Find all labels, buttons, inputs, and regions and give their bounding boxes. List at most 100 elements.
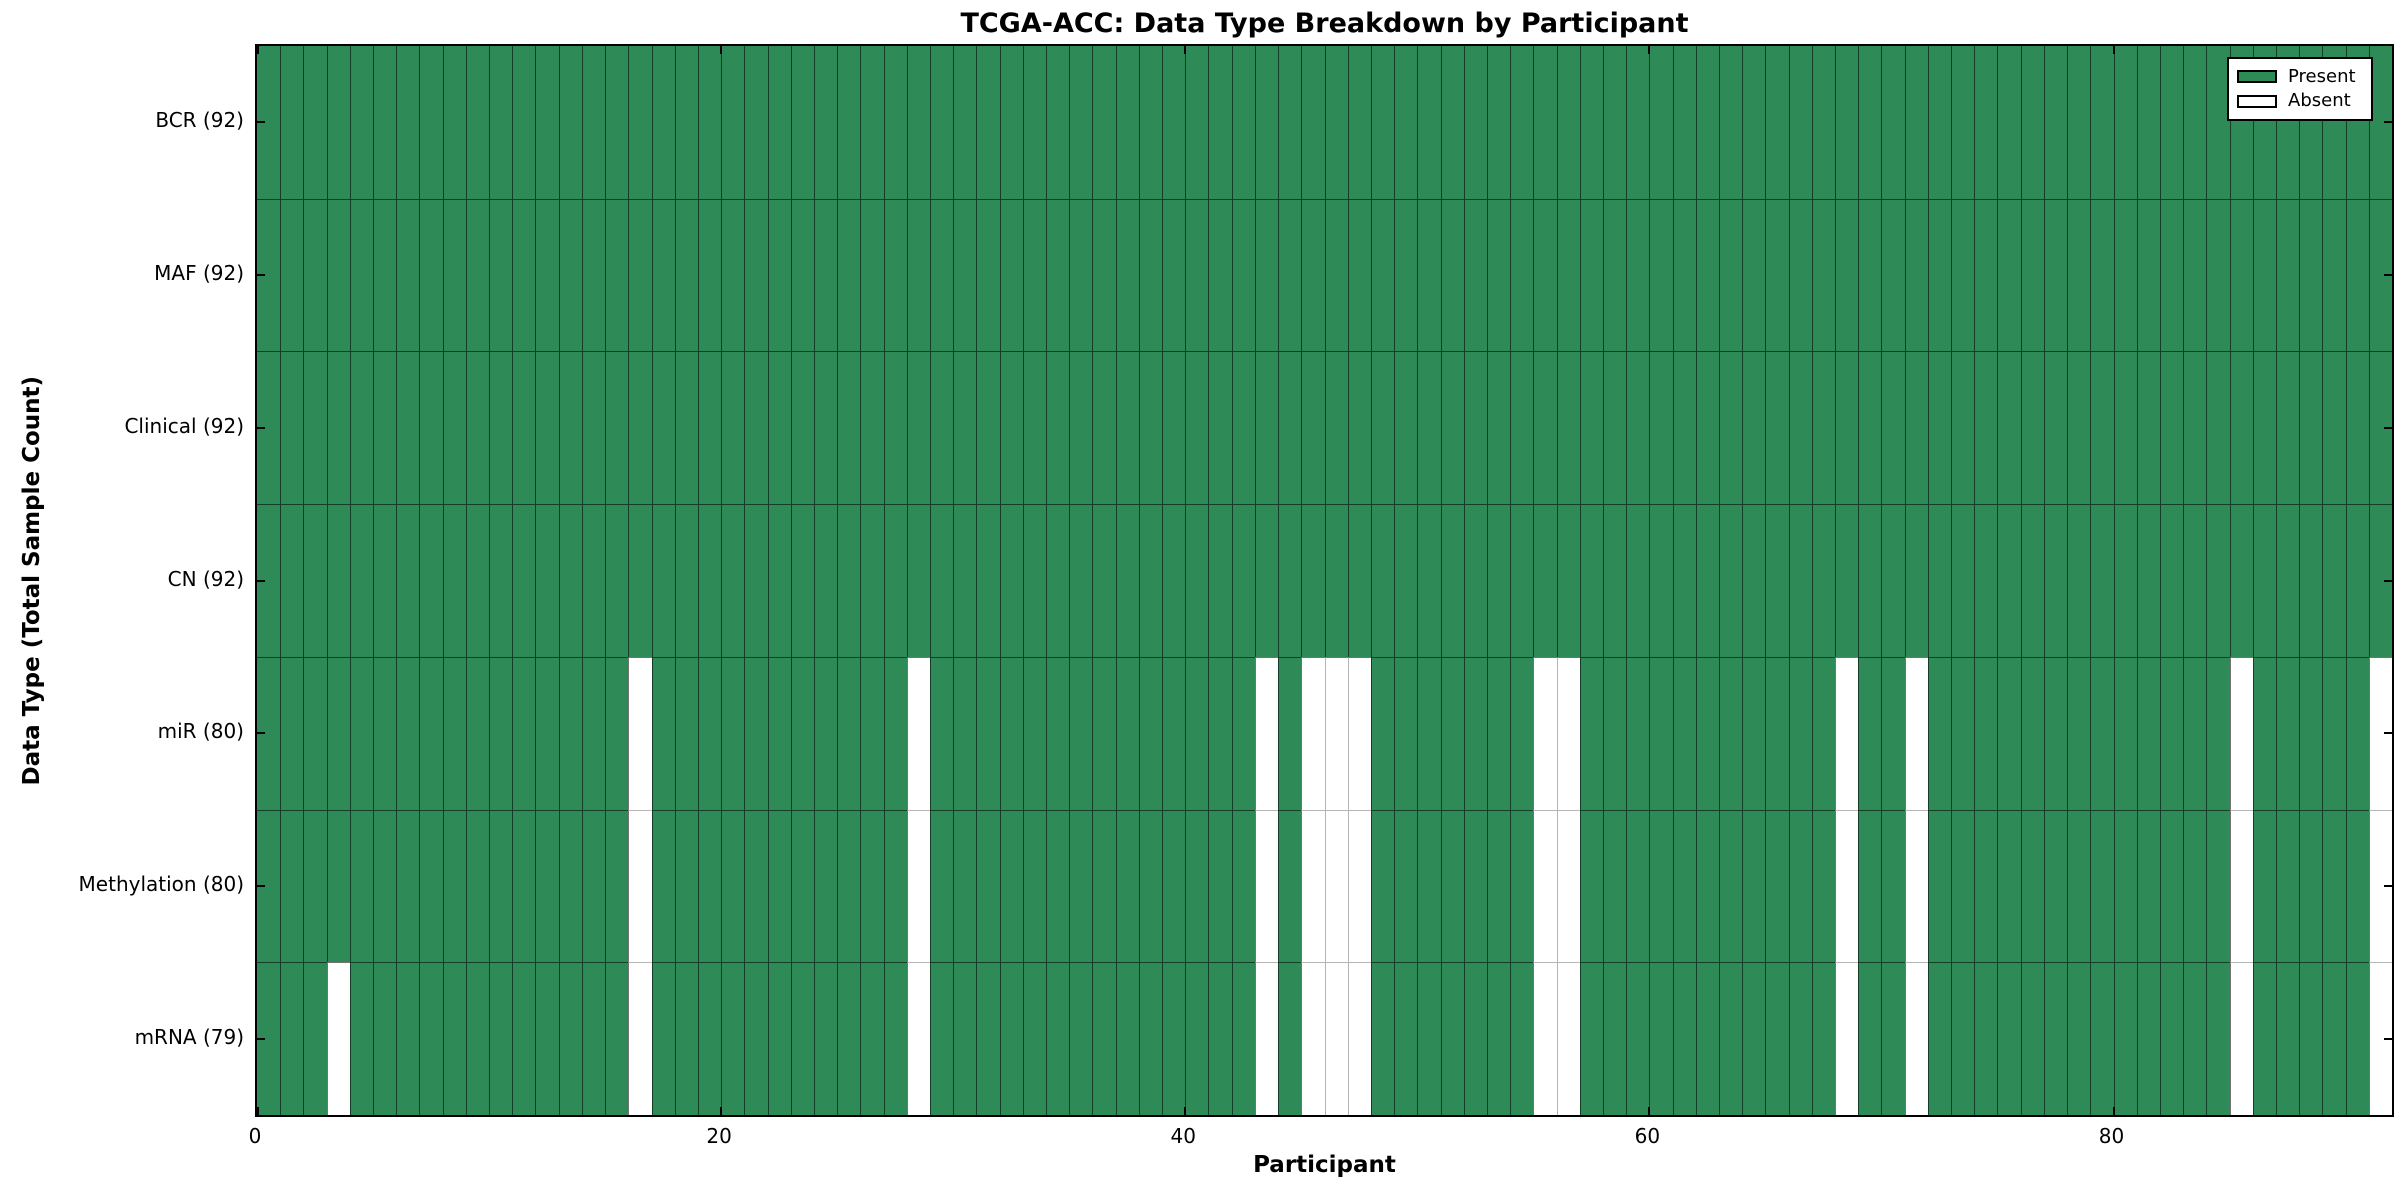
- cell-Clinical-p38-present: [1138, 351, 1163, 505]
- cell-mRNA-p71-absent: [1904, 962, 1928, 1115]
- cell-Methylation-p43-absent: [1254, 809, 1279, 963]
- cell-mRNA-p88-present: [2299, 962, 2323, 1115]
- cell-miR-p84-present: [2206, 656, 2230, 810]
- cell-mRNA-p47-absent: [1347, 962, 1371, 1115]
- cell-BCR-p84-present: [2206, 46, 2230, 199]
- cell-MAF-p4-present: [349, 198, 374, 352]
- cell-Methylation-p73-present: [1951, 809, 1975, 963]
- cell-BCR-p80-present: [2113, 46, 2137, 199]
- cell-CN-p18-present: [674, 504, 698, 657]
- cell-miR-p30-present: [953, 656, 977, 810]
- cell-Clinical-p26-present: [860, 351, 884, 505]
- x-axis-label: Participant: [1253, 1152, 1396, 1178]
- cell-BCR-p72-present: [1927, 46, 1952, 199]
- cell-mRNA-p26-present: [860, 962, 884, 1115]
- cell-BCR-p7-present: [419, 46, 443, 199]
- cell-mRNA-p64-present: [1742, 962, 1766, 1115]
- cell-CN-p36-present: [1092, 504, 1116, 657]
- cell-Methylation-p77-present: [2043, 809, 2068, 963]
- cell-miR-p50-present: [1417, 656, 1441, 810]
- cell-CN-p4-present: [349, 504, 374, 657]
- cell-MAF-p33-present: [1022, 198, 1047, 352]
- y-tick-left-CN: [257, 579, 265, 582]
- cell-Clinical-p36-present: [1092, 351, 1116, 505]
- cell-Methylation-p22-present: [767, 809, 791, 963]
- cell-Methylation-p18-present: [674, 809, 698, 963]
- cell-Methylation-p67-present: [1811, 809, 1836, 963]
- cell-miR-p51-present: [1440, 656, 1464, 810]
- legend-label-absent: Absent: [2288, 90, 2351, 112]
- cell-mRNA-p55-absent: [1533, 962, 1557, 1115]
- cell-mRNA-p5-present: [373, 962, 397, 1115]
- cell-CN-p45-present: [1301, 504, 1325, 657]
- cell-BCR-p22-present: [767, 46, 791, 199]
- cell-BCR-p62-present: [1695, 46, 1719, 199]
- cell-miR-p80-present: [2113, 656, 2137, 810]
- cell-CN-p64-present: [1742, 504, 1766, 657]
- cell-mRNA-p17-present: [651, 962, 675, 1115]
- cell-Methylation-p25-present: [837, 809, 861, 963]
- cell-mRNA-p91-absent: [2368, 962, 2392, 1115]
- cell-Clinical-p27-present: [883, 351, 907, 505]
- cell-CN-p89-present: [2322, 504, 2346, 657]
- cell-mRNA-p54-present: [1510, 962, 1534, 1115]
- cell-CN-p28-present: [906, 504, 930, 657]
- cell-BCR-p24-present: [813, 46, 838, 199]
- y-tick-right-mRNA: [2384, 1037, 2392, 1040]
- cell-miR-p52-present: [1463, 656, 1487, 810]
- cell-Methylation-p2-present: [303, 809, 327, 963]
- cell-miR-p15-present: [605, 656, 629, 810]
- cell-Clinical-p76-present: [2020, 351, 2044, 505]
- cell-Methylation-p55-absent: [1533, 809, 1557, 963]
- cell-BCR-p41-present: [1208, 46, 1232, 199]
- cell-Methylation-p12-present: [535, 809, 559, 963]
- cell-Methylation-p81-present: [2136, 809, 2160, 963]
- x-tick-label-40: 40: [1170, 1124, 1196, 1148]
- cell-miR-p59-present: [1626, 656, 1650, 810]
- cell-miR-p69-present: [1858, 656, 1882, 810]
- x-tick-label-0: 0: [248, 1124, 262, 1148]
- cell-mRNA-p49-present: [1394, 962, 1418, 1115]
- cell-miR-p56-absent: [1556, 656, 1580, 810]
- cell-miR-p2-present: [303, 656, 327, 810]
- cell-Clinical-p83-present: [2183, 351, 2207, 505]
- cell-Clinical-p1-present: [280, 351, 304, 505]
- cell-BCR-p81-present: [2136, 46, 2160, 199]
- cell-Methylation-p13-present: [558, 809, 582, 963]
- cell-mRNA-p73-present: [1951, 962, 1975, 1115]
- cell-MAF-p7-present: [419, 198, 443, 352]
- cell-CN-p63-present: [1719, 504, 1743, 657]
- cell-Methylation-p62-present: [1695, 809, 1719, 963]
- cell-MAF-p76-present: [2020, 198, 2044, 352]
- cell-CN-p61-present: [1672, 504, 1696, 657]
- cell-mRNA-p43-absent: [1254, 962, 1279, 1115]
- cell-BCR-p9-present: [465, 46, 490, 199]
- cell-CN-p31-present: [976, 504, 1000, 657]
- cell-mRNA-p6-present: [396, 962, 420, 1115]
- cell-MAF-p88-present: [2299, 198, 2323, 352]
- cell-miR-p86-present: [2252, 656, 2276, 810]
- cell-BCR-p19-present: [697, 46, 722, 199]
- cell-MAF-p31-present: [976, 198, 1000, 352]
- cell-BCR-p60-present: [1649, 46, 1673, 199]
- cell-MAF-p38-present: [1138, 198, 1163, 352]
- cell-Methylation-p66-present: [1788, 809, 1812, 963]
- cell-Clinical-p87-present: [2275, 351, 2300, 505]
- cell-BCR-p21-present: [744, 46, 768, 199]
- cell-Methylation-p37-present: [1115, 809, 1139, 963]
- cell-miR-p67-present: [1811, 656, 1836, 810]
- cell-Methylation-p45-absent: [1301, 809, 1325, 963]
- cell-miR-p61-present: [1672, 656, 1696, 810]
- cell-MAF-p14-present: [581, 198, 606, 352]
- heatmap-grid: [257, 46, 2392, 1115]
- cell-BCR-p53-present: [1486, 46, 1511, 199]
- cell-CN-p38-present: [1138, 504, 1163, 657]
- cell-MAF-p55-present: [1533, 198, 1557, 352]
- y-tick-label-MAF: MAF (92): [154, 261, 244, 286]
- cell-MAF-p54-present: [1510, 198, 1534, 352]
- y-tick-label-Clinical: Clinical (92): [124, 413, 244, 438]
- cell-MAF-p18-present: [674, 198, 698, 352]
- cell-MAF-p60-present: [1649, 198, 1673, 352]
- cell-MAF-p35-present: [1069, 198, 1093, 352]
- cell-Clinical-p55-present: [1533, 351, 1557, 505]
